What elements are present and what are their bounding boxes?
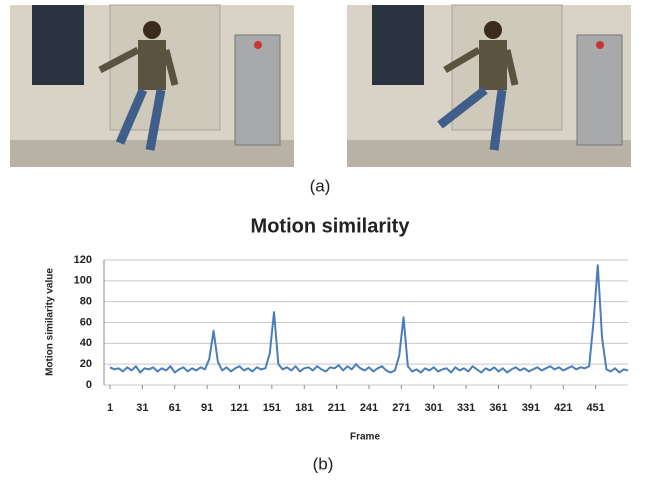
x-tick-label: 241 xyxy=(360,402,378,414)
photo-a xyxy=(10,4,294,167)
x-tick-label: 271 xyxy=(392,402,410,414)
y-tick-label: 100 xyxy=(74,275,92,287)
y-tick-label: 60 xyxy=(80,316,92,328)
x-tick-label: 151 xyxy=(263,402,281,414)
x-tick-label: 211 xyxy=(328,402,346,414)
caption: (a) xyxy=(310,176,331,195)
x-tick-label: 301 xyxy=(425,402,443,414)
caption: (b) xyxy=(313,454,334,473)
x-tick-label: 391 xyxy=(522,402,540,414)
chart-title: Motion similarity xyxy=(251,215,411,237)
y-axis-label: Motion similarity value xyxy=(45,268,56,376)
x-tick-label: 31 xyxy=(136,402,148,414)
photo-b xyxy=(347,4,631,167)
y-tick-label: 0 xyxy=(86,379,92,391)
x-tick-label: 181 xyxy=(295,402,313,414)
x-axis-label: Frame xyxy=(350,432,380,443)
x-tick-label: 1 xyxy=(107,402,113,414)
x-tick-label: 421 xyxy=(554,402,572,414)
x-tick-label: 91 xyxy=(201,402,213,414)
x-tick-label: 331 xyxy=(457,402,475,414)
y-tick-label: 20 xyxy=(80,358,92,370)
x-tick-label: 121 xyxy=(230,402,248,414)
x-tick-label: 61 xyxy=(169,402,181,414)
y-tick-label: 120 xyxy=(74,254,92,266)
x-tick-label: 451 xyxy=(586,402,604,414)
y-tick-label: 80 xyxy=(80,296,92,308)
x-tick-label: 361 xyxy=(489,402,507,414)
line-series xyxy=(109,264,629,374)
y-tick-label: 40 xyxy=(80,337,92,349)
